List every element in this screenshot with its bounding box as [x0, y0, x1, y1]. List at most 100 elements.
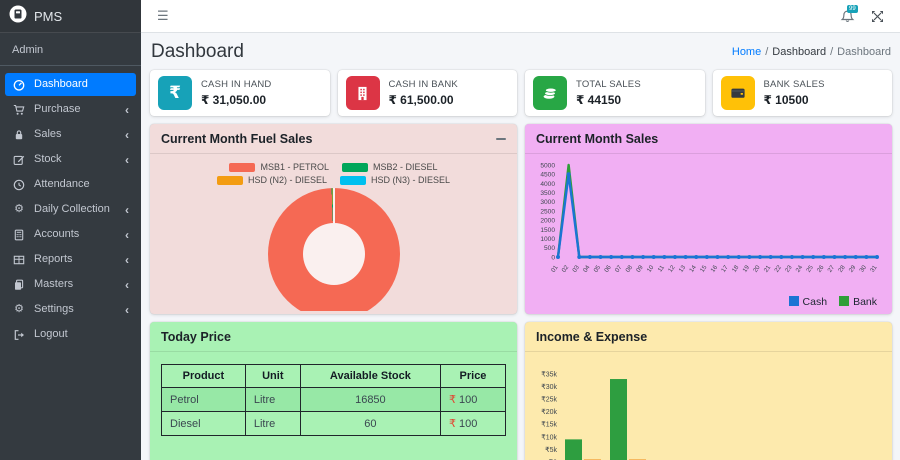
price-table-header: Unit — [244, 364, 301, 388]
brand[interactable]: PMS — [0, 0, 141, 33]
month-sales-panel: Current Month Sales 0 500 1000 1500 2000 2500… — [525, 124, 892, 314]
price-table-cell: Litre — [244, 411, 301, 436]
today-price-body: Product Unit Available Stock Price Petrol Lit… — [150, 364, 517, 436]
fullscreen-icon[interactable] — [871, 10, 884, 23]
sidebar-item-dashboard[interactable]: Dashboard — [5, 73, 136, 96]
cart-icon — [12, 104, 26, 116]
svg-text:21: 21 — [763, 264, 773, 274]
chevron-left-icon: ‹ — [125, 102, 129, 117]
price-table-cell: ₹ 100 — [439, 411, 507, 436]
stat-card-label: CASH IN BANK — [388, 79, 458, 90]
svg-text:3000: 3000 — [540, 199, 555, 206]
stat-card-value: ₹ 10500 — [763, 93, 809, 107]
sidebar-item-attendance[interactable]: Attendance — [5, 173, 136, 196]
sidebar-item-label: Reports — [34, 253, 73, 265]
sidebar-item-accounts[interactable]: Accounts ‹ — [5, 223, 136, 246]
svg-text:17: 17 — [720, 264, 730, 274]
legend-item-bank[interactable]: Bank — [839, 296, 877, 308]
total-sales-card: TOTAL SALES ₹ 44150 — [525, 70, 705, 116]
legend-item-msb1-petrol[interactable]: MSB1 - PETROL — [229, 162, 329, 172]
bottom-row: Today Price Product Unit Available Stock Pr… — [150, 322, 892, 460]
today-price-panel-header: Today Price — [150, 322, 517, 352]
income-expense-panel-header: Income & Expense — [525, 322, 892, 352]
svg-text:₹15k: ₹15k — [541, 421, 557, 429]
income-expense-bar-chart: ₹0 ₹5k ₹10k ₹15k ₹20k ₹25k ₹30k ₹35k — [529, 356, 888, 460]
sidebar-item-purchase[interactable]: Purchase ‹ — [5, 98, 136, 121]
today-price-title: Today Price — [161, 330, 231, 344]
files-icon — [12, 279, 26, 291]
svg-text:19: 19 — [741, 264, 751, 274]
month-sales-legend: Cash Bank — [530, 295, 887, 308]
sidebar-item-label: Stock — [34, 153, 62, 165]
sidebar-item-label: Logout — [34, 328, 68, 340]
chevron-left-icon: ‹ — [125, 302, 129, 317]
sidebar-item-sales[interactable]: Sales ‹ — [5, 123, 136, 146]
legend-label: MSB2 - DIESEL — [372, 162, 438, 172]
sidebar-item-masters[interactable]: Masters ‹ — [5, 273, 136, 296]
legend-item-msb2-diesel[interactable]: MSB2 - DIESEL — [341, 162, 438, 172]
cash-in-hand-card: ₹ CASH IN HAND ₹ 31,050.00 — [150, 70, 330, 116]
sidebar-item-label: Masters — [34, 278, 74, 290]
sidebar-menu: Dashboard Purchase ‹ Sales ‹ Stock ‹ Attendance… — [0, 73, 141, 346]
legend-swatch — [341, 162, 368, 172]
sidebar-item-logout[interactable]: Logout — [5, 323, 136, 346]
svg-text:25: 25 — [805, 264, 815, 274]
stat-card-label: BANK SALES — [763, 79, 825, 90]
price-table-header-row: Product Unit Available Stock Price — [161, 364, 507, 388]
sidebar-divider — [0, 65, 141, 66]
chevron-left-icon: ‹ — [125, 202, 129, 217]
table-icon — [12, 254, 26, 266]
sidebar-item-label: Dashboard — [34, 78, 88, 90]
sidebar-item-daily-collection[interactable]: ⚙ Daily Collection ‹ — [5, 198, 136, 221]
sidebar-item-label: Daily Collection — [34, 203, 110, 215]
price-table-cell: 60 — [299, 411, 441, 436]
price-table-row: Petrol Litre 16850 ₹ 100 — [161, 387, 507, 412]
svg-text:₹25k: ₹25k — [541, 396, 557, 404]
legend-item-hsd-n3-diesel[interactable]: HSD (N3) - DIESEL — [340, 175, 450, 185]
notifications-icon[interactable]: 99 — [840, 4, 858, 24]
rupee-icon: ₹ — [158, 76, 192, 110]
svg-text:20: 20 — [752, 264, 762, 274]
donut-hole — [302, 223, 365, 285]
main-area: ☰ 99 Dashboard Home / Dashboard / Dashboard … — [141, 0, 900, 460]
page-title: Dashboard — [151, 41, 244, 62]
svg-text:13: 13 — [678, 264, 688, 274]
breadcrumb-item[interactable]: Home — [731, 46, 762, 58]
svg-text:06: 06 — [603, 264, 613, 274]
svg-text:₹10k: ₹10k — [541, 433, 557, 441]
price-table-cell: Petrol — [161, 387, 246, 412]
svg-text:5000: 5000 — [540, 162, 555, 169]
user-role-label: Admin — [12, 44, 44, 56]
legend-item-cash[interactable]: Cash — [788, 296, 827, 308]
legend-item-hsd-n2-diesel[interactable]: HSD (N2) - DIESEL — [216, 175, 327, 185]
month-sales-body: 0 500 1000 1500 2000 2500 3000 3500 4000 4500 5000… — [525, 154, 892, 308]
menu-toggle-icon[interactable]: ☰ — [157, 8, 169, 23]
sidebar-item-stock[interactable]: Stock ‹ — [5, 148, 136, 171]
collapse-icon[interactable] — [496, 138, 506, 140]
month-sales-panel-header: Current Month Sales — [525, 124, 892, 154]
sidebar-item-reports[interactable]: Reports ‹ — [5, 248, 136, 271]
price-table-row: Diesel Litre 60 ₹ 100 — [161, 411, 507, 436]
sidebar-item-label: Accounts — [34, 228, 80, 240]
svg-text:09: 09 — [635, 264, 645, 274]
month-sales-line-chart: 0 500 1000 1500 2000 2500 3000 3500 4000 4500 5000… — [530, 157, 887, 295]
legend-swatch — [340, 175, 366, 185]
price-table-cell: 16850 — [299, 387, 441, 412]
rupee-symbol: ₹ — [448, 418, 456, 430]
charts-row: Current Month Fuel Sales MSB1 - PETROL MS… — [150, 124, 892, 314]
svg-text:2000: 2000 — [540, 218, 555, 225]
svg-text:31: 31 — [869, 264, 879, 274]
sidebar-item-settings[interactable]: ⚙ Settings ‹ — [5, 298, 136, 321]
svg-text:15: 15 — [699, 264, 709, 274]
chevron-left-icon: ‹ — [125, 227, 129, 242]
svg-text:4500: 4500 — [540, 172, 555, 179]
tachometer-icon — [12, 79, 26, 91]
svg-text:1500: 1500 — [540, 227, 555, 234]
svg-text:₹30k: ₹30k — [541, 383, 557, 391]
donut-slice-gap — [332, 188, 335, 224]
stat-card-label: TOTAL SALES — [576, 79, 641, 90]
fuel-sales-title: Current Month Fuel Sales — [161, 132, 313, 146]
edit-icon — [12, 154, 26, 166]
svg-text:30: 30 — [858, 264, 868, 274]
brand-name: PMS — [34, 8, 63, 24]
